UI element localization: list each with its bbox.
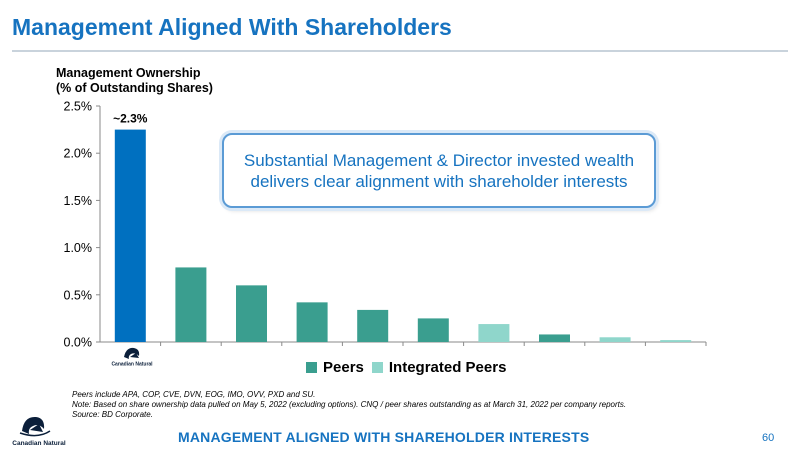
y-tick-label: 0.5% <box>64 288 93 302</box>
slide-title: Management Aligned With Shareholders <box>12 14 452 40</box>
bar-peers <box>357 309 389 342</box>
y-tick-label: 0.0% <box>64 336 93 350</box>
footnote-peers: Peers include APA, COP, CVE, DVN, EOG, I… <box>72 390 316 399</box>
callout-box: Substantial Management & Director invest… <box>222 133 656 208</box>
bar-integrated-peers <box>478 324 510 342</box>
svg-text:Canadian Natural: Canadian Natural <box>111 362 153 368</box>
y-axis-label-line1: Management Ownership <box>56 66 201 80</box>
footer-logo-icon: Canadian Natural <box>12 416 66 447</box>
footnotes: Peers include APA, COP, CVE, DVN, EOG, I… <box>72 390 772 420</box>
page-number: 60 <box>762 432 775 444</box>
y-tick-label: 2.0% <box>64 147 93 161</box>
footnote-note: Note: Based on share ownership data pull… <box>72 400 627 409</box>
bar-integrated-peers <box>599 337 631 342</box>
chart-legend: Peers Integrated Peers <box>306 359 506 376</box>
legend-swatch-integrated-peers <box>371 362 383 373</box>
y-axis-label-line2: (% of Outstanding Shares) <box>56 81 213 95</box>
legend-item-peers: Peers <box>306 359 364 376</box>
legend-swatch-peers <box>306 362 317 373</box>
bar-peers <box>175 267 207 342</box>
legend-label-peers: Peers <box>323 359 364 376</box>
y-tick-label: 2.5% <box>64 100 93 114</box>
company-logo-icon: Canadian Natural <box>111 347 153 368</box>
bar-peers <box>539 334 570 342</box>
legend-label-integrated-peers: Integrated Peers <box>388 359 507 376</box>
footer-banner: MANAGEMENT ALIGNED WITH SHAREHOLDER INTE… <box>178 429 590 445</box>
data-label-cnq: ~2.3% <box>113 112 148 126</box>
y-axis-label: Management Ownership (% of Outstanding S… <box>56 66 213 96</box>
bar-integrated-peers <box>660 340 692 342</box>
bar-peers <box>296 302 328 342</box>
y-tick-label: 1.0% <box>64 241 93 255</box>
title-divider <box>12 50 788 52</box>
callout-line-2: delivers clear alignment with shareholde… <box>250 171 628 191</box>
bar-peers <box>417 318 449 342</box>
callout-line-1: Substantial Management & Director invest… <box>243 150 635 170</box>
legend-item-integrated-peers: Integrated Peers <box>371 359 507 376</box>
svg-text:Canadian Natural: Canadian Natural <box>12 440 66 447</box>
bar-cnq <box>114 129 146 342</box>
footnote-source: Source: BD Corporate. <box>72 410 153 419</box>
bar-peers <box>236 285 267 342</box>
y-tick-label: 1.5% <box>64 194 93 208</box>
